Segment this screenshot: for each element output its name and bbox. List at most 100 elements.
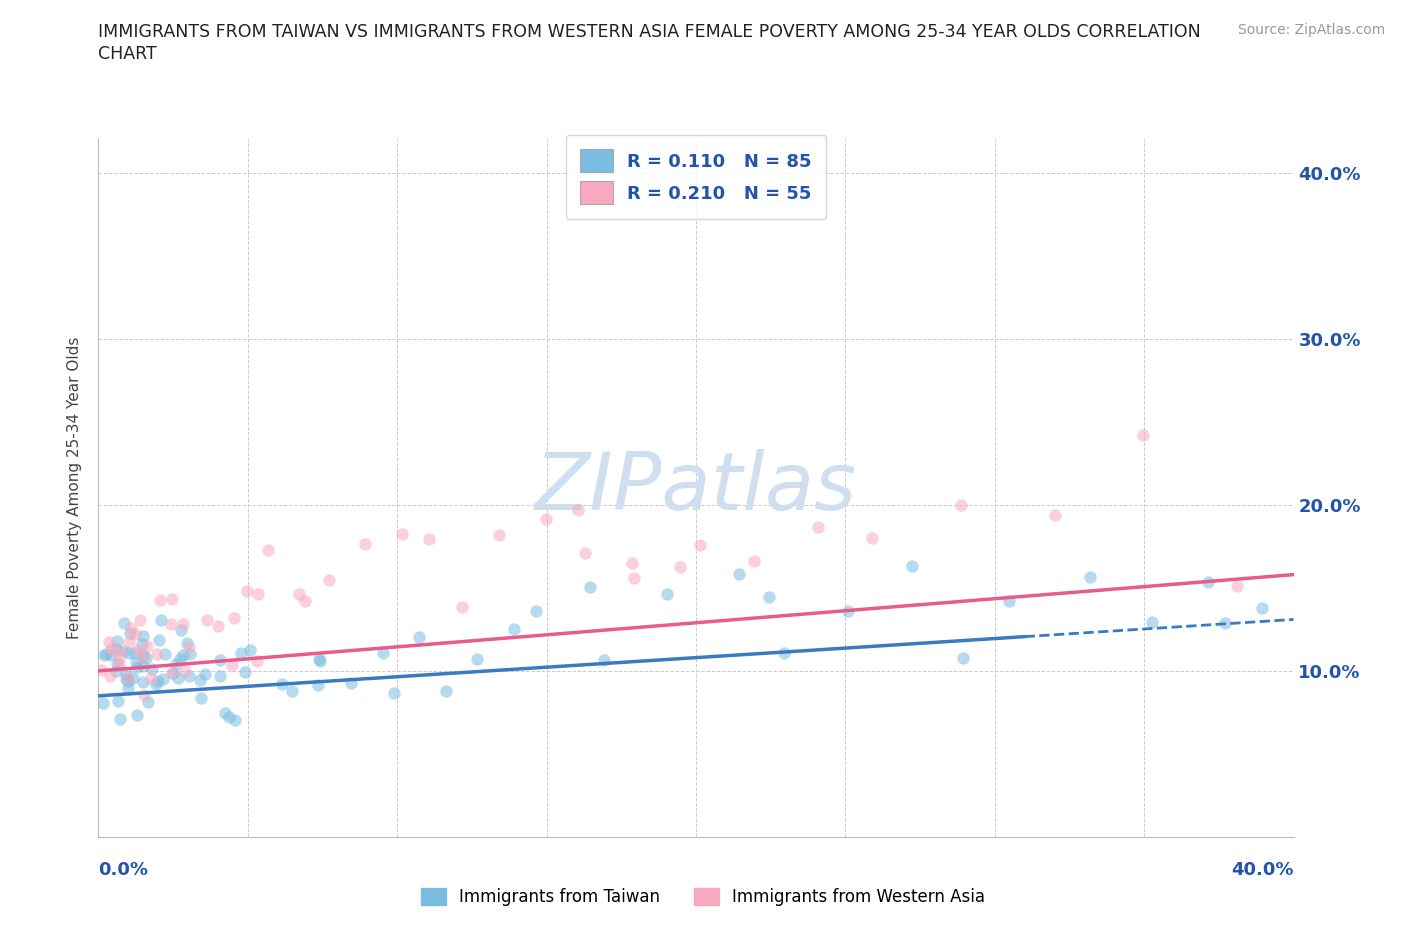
Point [450,600,472,615]
Point [524,603,547,618]
Point [233,665,256,680]
Point [105,633,128,648]
Point [318,573,340,588]
Point [207,618,229,633]
Point [131,647,153,662]
Point [127,643,149,658]
Point [222,611,245,626]
Point [195,612,218,627]
Point [115,667,138,682]
Point [837,604,859,618]
Point [340,676,363,691]
Point [118,625,141,640]
Point [138,694,160,709]
Point [177,640,200,655]
Point [179,646,201,661]
Point [229,646,252,661]
Point [1215,616,1237,631]
Point [167,671,190,685]
Point [132,674,155,689]
Point [148,673,170,688]
Point [160,665,183,680]
Point [172,617,194,631]
Point [950,498,973,512]
Point [162,665,184,680]
Point [124,627,146,642]
Point [592,653,614,668]
Point [574,545,596,560]
Point [132,687,155,702]
Point [256,543,278,558]
Point [105,642,128,657]
Point [742,554,765,569]
Point [190,672,212,687]
Point [287,586,309,601]
Point [176,636,198,651]
Point [488,527,510,542]
Point [135,651,157,666]
Point [172,647,194,662]
Point [118,645,141,660]
Point [131,629,153,644]
Point [952,651,974,666]
Point [727,567,749,582]
Point [132,658,155,673]
Point [214,705,236,720]
Point [194,667,217,682]
Point [900,559,922,574]
Point [139,671,162,685]
Point [131,636,153,651]
Point [93,647,115,662]
Point [90,663,112,678]
Point [1197,574,1219,589]
Point [308,651,330,666]
Point [689,538,711,552]
Point [145,676,167,691]
Point [382,685,405,700]
Point [418,531,440,546]
Point [1043,508,1066,523]
Text: IMMIGRANTS FROM TAIWAN VS IMMIGRANTS FROM WESTERN ASIA FEMALE POVERTY AMONG 25-3: IMMIGRANTS FROM TAIWAN VS IMMIGRANTS FRO… [98,23,1201,41]
Point [371,645,394,660]
Point [209,653,232,668]
Point [623,571,645,586]
Point [772,645,794,660]
Point [567,502,589,517]
Point [160,591,183,606]
Point [434,684,457,698]
Legend: Immigrants from Taiwan, Immigrants from Western Asia: Immigrants from Taiwan, Immigrants from … [415,881,991,912]
Point [190,690,212,705]
Point [1251,601,1274,616]
Point [997,593,1019,608]
Point [153,646,176,661]
Point [1132,428,1154,443]
Point [281,684,304,698]
Point [620,556,643,571]
Point [354,537,377,551]
Point [108,657,131,671]
Point [758,590,780,604]
Point [245,653,267,668]
Point [112,643,135,658]
Text: 40.0%: 40.0% [1232,861,1294,879]
Text: ZIPatlas: ZIPatlas [534,449,858,527]
Point [131,649,153,664]
Point [117,673,139,688]
Point [148,632,170,647]
Point [98,669,121,684]
Point [534,512,557,526]
Point [135,638,157,653]
Point [218,710,240,724]
Point [120,620,142,635]
Y-axis label: Female Poverty Among 25-34 Year Olds: Female Poverty Among 25-34 Year Olds [67,337,83,640]
Point [169,651,191,666]
Point [145,646,167,661]
Point [239,643,262,658]
Point [141,661,163,676]
Text: 0.0%: 0.0% [98,861,149,879]
Point [125,654,148,669]
Point [467,652,489,667]
Point [221,658,243,672]
Point [160,617,183,631]
Point [503,621,526,636]
